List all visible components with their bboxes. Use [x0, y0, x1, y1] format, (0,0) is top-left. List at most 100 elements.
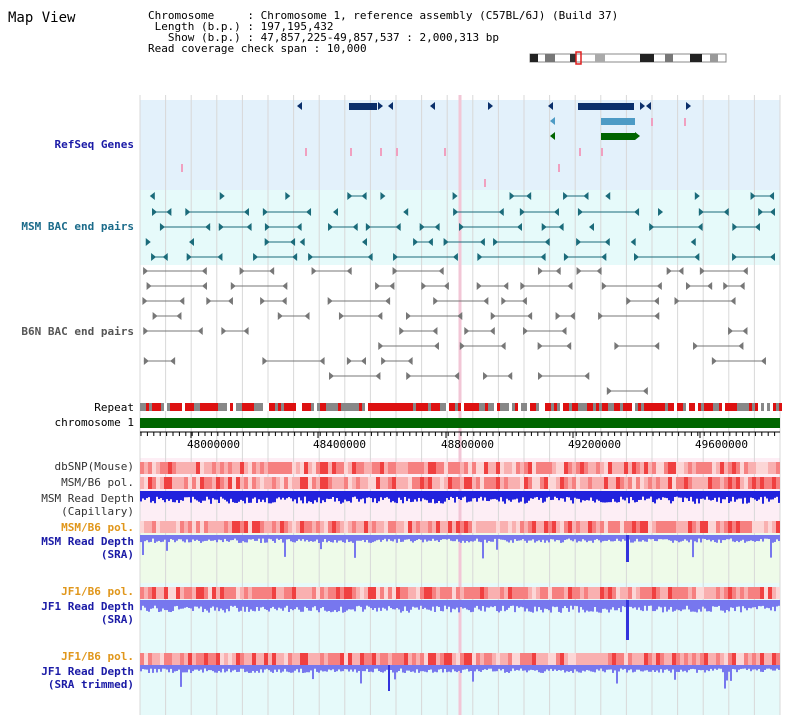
depth-bar	[414, 600, 416, 608]
msm-bac-arrow	[770, 253, 775, 261]
heat-cell	[700, 653, 704, 665]
track-label-msm-depth-sra[interactable]: MSM Read Depth	[41, 535, 134, 548]
depth-bar	[382, 535, 384, 540]
heat-cell	[292, 587, 296, 599]
heat-cell	[548, 462, 552, 474]
repeat-block	[350, 403, 353, 411]
heat-cell	[392, 587, 396, 599]
track-label-msm-bac[interactable]: MSM BAC end pairs	[21, 220, 134, 233]
depth-bar	[266, 491, 268, 498]
msm-bac-arrow	[159, 223, 165, 231]
depth-bar	[438, 600, 440, 608]
depth-bar	[626, 665, 628, 673]
heat-cell	[776, 521, 780, 533]
depth-bar	[180, 491, 182, 501]
track-label-chromosome[interactable]: chromosome 1	[54, 416, 134, 429]
depth-bar	[594, 600, 596, 607]
heat-cell	[688, 462, 692, 474]
b6n-bac-arrow	[146, 282, 152, 290]
heat-cell	[460, 477, 464, 489]
depth-bar	[414, 665, 416, 673]
depth-bar	[460, 491, 462, 500]
track-label-msm-b6-pol-2[interactable]: MSM/B6 pol.	[61, 521, 134, 534]
depth-bar	[140, 665, 142, 672]
depth-bar	[774, 491, 776, 498]
depth-bar	[418, 491, 420, 498]
depth-bar	[246, 600, 248, 607]
heat-cell	[212, 521, 216, 533]
heat-cell	[756, 521, 760, 533]
depth-bar	[360, 535, 362, 541]
show-value: 47,857,225-49,857,537 : 2,000,313 bp	[260, 31, 500, 44]
depth-bar	[672, 535, 674, 543]
depth-bar	[438, 665, 440, 670]
depth-bar	[734, 600, 736, 612]
track-label-jf1-b6-pol-2[interactable]: JF1/B6 pol.	[61, 650, 134, 663]
heat-cell	[632, 477, 636, 489]
heat-cell	[284, 462, 288, 474]
heat-cell	[408, 462, 412, 474]
depth-bar	[390, 535, 392, 541]
depth-bar	[390, 600, 392, 608]
depth-bar	[350, 491, 352, 503]
heat-cell	[380, 521, 384, 533]
track-label-repeat[interactable]: Repeat	[94, 401, 134, 414]
depth-bar	[762, 491, 764, 504]
heat-cell	[552, 653, 556, 665]
depth-bar	[212, 491, 214, 499]
heat-cell	[280, 587, 284, 599]
depth-bar	[486, 491, 488, 501]
track-label-b6n-bac[interactable]: B6N BAC end pairs	[21, 325, 134, 338]
depth-bar	[480, 491, 482, 497]
track-label-dbsnp[interactable]: dbSNP(Mouse)	[54, 460, 134, 473]
depth-bar	[644, 600, 646, 606]
depth-bar	[154, 600, 156, 606]
heat-cell	[536, 587, 540, 599]
track-label-msm-depth-capillary[interactable]: MSM Read Depth	[41, 492, 134, 505]
show-key: Show (b.p.)	[167, 31, 241, 44]
msm-bac-arrow	[604, 238, 610, 246]
depth-bar	[402, 535, 404, 542]
depth-bar	[770, 535, 772, 558]
heat-cell	[708, 521, 712, 533]
depth-bar	[318, 600, 320, 613]
depth-bar	[196, 600, 198, 607]
depth-bar	[564, 491, 566, 502]
depth-bar	[198, 600, 200, 609]
b6n-bac-arrow	[381, 357, 387, 365]
depth-bar	[454, 535, 456, 542]
repeat-block	[464, 403, 467, 411]
repeat-block	[629, 403, 632, 411]
heat-cell	[344, 521, 348, 533]
depth-bar	[576, 491, 578, 499]
b6n-bac-arrow	[500, 342, 506, 350]
heat-cell	[168, 477, 172, 489]
depth-bar	[352, 491, 354, 498]
track-label-msm-b6-pol-1[interactable]: MSM/B6 pol.	[61, 476, 134, 489]
depth-bar	[598, 600, 600, 613]
refseq-mark	[651, 118, 653, 126]
depth-bar	[400, 665, 402, 669]
heat-cell	[456, 477, 460, 489]
heat-cell	[508, 477, 512, 489]
track-label-jf1-b6-pol-1[interactable]: JF1/B6 pol.	[61, 585, 134, 598]
heat-cell	[168, 587, 172, 599]
depth-bar	[668, 491, 670, 501]
track-label-jf1-depth-trimmed[interactable]: JF1 Read Depth	[41, 665, 134, 678]
heat-cell	[732, 477, 736, 489]
depth-bar	[268, 491, 270, 504]
depth-bar	[522, 665, 524, 671]
heat-cell	[524, 462, 528, 474]
repeat-block	[443, 403, 446, 411]
depth-bar	[224, 535, 226, 539]
heat-cell	[384, 653, 388, 665]
depth-bar	[166, 600, 168, 611]
depth-bar	[544, 535, 546, 543]
heat-cell	[236, 587, 240, 599]
depth-bar	[432, 665, 434, 673]
depth-bar	[398, 600, 400, 610]
heat-cell	[344, 462, 348, 474]
track-label-refseq[interactable]: RefSeq Genes	[54, 138, 134, 151]
track-label-jf1-depth-sra[interactable]: JF1 Read Depth	[41, 600, 134, 613]
